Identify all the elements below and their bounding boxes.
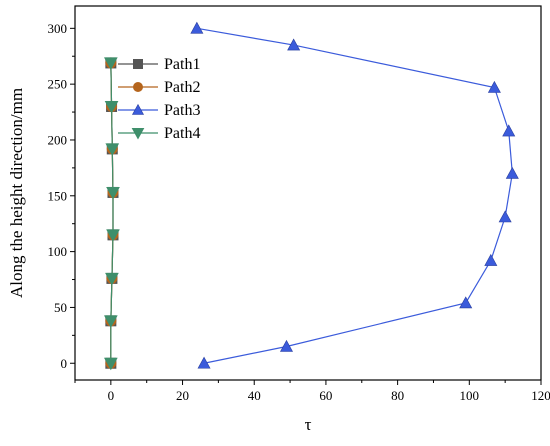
legend-label: Path2 (164, 79, 200, 96)
x-tick-label: 80 (391, 388, 404, 403)
legend-marker (133, 82, 143, 92)
y-tick-label: 0 (61, 356, 68, 371)
data-point (487, 80, 501, 93)
y-tick-label: 200 (48, 132, 68, 147)
x-tick-label: 0 (108, 388, 115, 403)
y-tick-label: 100 (48, 244, 68, 259)
legend-marker (131, 128, 145, 140)
legend-label: Path3 (164, 102, 200, 119)
x-tick-label: 40 (248, 388, 261, 403)
x-axis-title: τ (305, 415, 312, 434)
data-point (287, 38, 301, 51)
legend-item: Path2 (118, 79, 200, 96)
legend-item: Path4 (118, 125, 200, 142)
legend-item: Path1 (118, 56, 200, 73)
series-line (196, 27, 513, 364)
y-tick-label: 250 (48, 77, 68, 92)
series-layer (104, 21, 519, 371)
legend-label: Path1 (164, 56, 200, 73)
data-point (502, 124, 516, 137)
data-point (190, 21, 204, 34)
data-point (484, 253, 498, 266)
data-point (104, 57, 118, 70)
data-point (104, 357, 118, 371)
plot-frame (74, 5, 542, 381)
legend-marker (131, 103, 145, 115)
data-point (505, 166, 519, 179)
data-point (104, 315, 118, 328)
legend-marker (133, 59, 143, 69)
legend-label: Path4 (164, 125, 200, 142)
x-tick-label: 100 (460, 388, 480, 403)
data-point (459, 296, 473, 309)
data-point (105, 272, 119, 286)
legend: Path1 Path2 Path3 Path4 (118, 56, 200, 142)
series-path4 (104, 57, 120, 371)
data-point (279, 339, 293, 352)
data-point (104, 100, 119, 114)
x-tick-label: 20 (176, 388, 189, 403)
ticks: 0 20 40 60 80 100 120 0 50 100 150 200 250 300 (48, 21, 550, 403)
x-tick-label: 120 (531, 388, 550, 403)
data-point (105, 143, 120, 156)
data-point (106, 229, 120, 242)
data-point (197, 356, 211, 369)
axes (74, 5, 542, 381)
data-point (106, 186, 120, 200)
y-tick-label: 150 (48, 188, 68, 203)
y-axis-title: Along the height direction/mm (7, 88, 26, 298)
series-path3 (190, 21, 519, 369)
x-tick-label: 60 (319, 388, 332, 403)
y-tick-label: 50 (54, 300, 67, 315)
legend-item: Path3 (118, 102, 200, 119)
y-tick-label: 300 (48, 21, 68, 36)
data-point (498, 210, 512, 223)
series-line (110, 62, 114, 364)
